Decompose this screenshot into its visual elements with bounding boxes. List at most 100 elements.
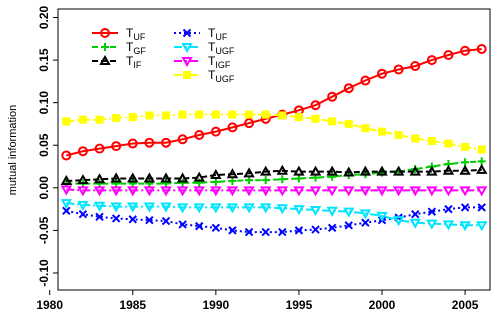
legend-label-sub: IF [133,60,142,70]
data-point [93,201,106,212]
data-point [176,203,189,214]
data-point [276,186,289,197]
data-point [411,134,420,143]
y-axis-title: mutual information [7,105,19,196]
legend-label-sub: GF [133,46,146,56]
data-point [160,186,172,197]
y-tick-label: 0.15 [37,48,51,72]
legend-label-sub: UGF [215,46,235,56]
legend-label-main: T [208,26,216,40]
data-point [128,215,137,224]
data-point [278,227,287,237]
data-point [411,210,420,219]
x-tick-label: 1980 [36,298,63,312]
data-point [261,176,270,185]
legend-label: TIGF [208,54,231,70]
legend-label: TIF [126,54,142,70]
data-point [243,186,255,197]
data-point [95,115,104,124]
data-point [77,146,88,157]
data-point [211,110,220,119]
data-point [343,186,355,197]
data-point [309,186,322,197]
data-point [195,110,204,119]
data-point [127,172,139,183]
data-point [60,174,73,186]
data-point [278,111,287,120]
data-point [178,220,187,229]
data-point [176,186,189,197]
data-point [294,174,303,183]
data-point [228,110,237,119]
data-point [227,122,238,133]
data-point [143,186,156,197]
y-tick-label: -0.05 [37,216,51,244]
data-point [143,202,156,213]
data-point [344,119,353,128]
legend-label-main: T [126,40,134,54]
data-point [459,221,471,232]
data-point [244,118,255,129]
data-point [326,186,338,197]
data-point [176,172,189,183]
data-point [95,212,104,221]
data-point [278,175,287,184]
data-point [261,227,270,237]
data-point [376,165,388,176]
data-point [110,172,122,183]
data-point [359,209,372,220]
data-point [276,164,289,175]
data-point [410,61,421,72]
x-tick-label: 1990 [202,298,229,312]
data-point [226,186,239,197]
data-point [343,83,354,94]
data-point [409,165,421,176]
x-tick-label: 2000 [369,298,396,312]
series-t-uf [62,203,486,237]
data-point [228,177,237,186]
data-point [193,171,205,182]
data-point [359,186,372,197]
data-point [110,186,122,197]
y-axis: -0.10 -0.05 0.00 0.05 0.10 0.15 0.20 [37,6,58,287]
legend-label: TUGF [208,40,235,56]
data-point [144,137,155,148]
data-point [475,186,488,197]
data-point [392,186,405,197]
data-point [127,202,139,213]
data-point [110,202,122,213]
legend-label-sub: UGF [215,74,235,84]
y-tick-label: 0.05 [37,133,51,157]
data-point [112,113,121,122]
data-point [461,142,470,151]
series-t-if [60,163,488,186]
data-point [259,203,272,214]
data-point [294,113,303,122]
legend-label: TUF [126,26,146,42]
data-point [62,206,71,216]
data-point [143,172,156,183]
y-tick-label: 0.20 [37,6,51,30]
data-point [328,117,337,126]
data-point [427,207,437,216]
data-point [210,203,222,214]
x-tick-label: 1985 [119,298,146,312]
data-point [426,186,438,197]
data-point [343,166,355,177]
data-point [226,203,239,214]
legend-label: TUGF [208,68,235,84]
data-point [211,177,220,186]
data-point [193,186,205,197]
data-point [77,186,89,197]
plot-frame [57,8,491,291]
legend-label-sub: IGF [215,60,231,70]
data-point [244,227,254,237]
data-point [94,143,105,154]
data-point [259,165,272,176]
data-point [111,214,121,223]
legend-item: TUF [92,26,146,42]
data-point [195,221,204,231]
data-point [160,202,172,213]
data-point [377,68,387,79]
